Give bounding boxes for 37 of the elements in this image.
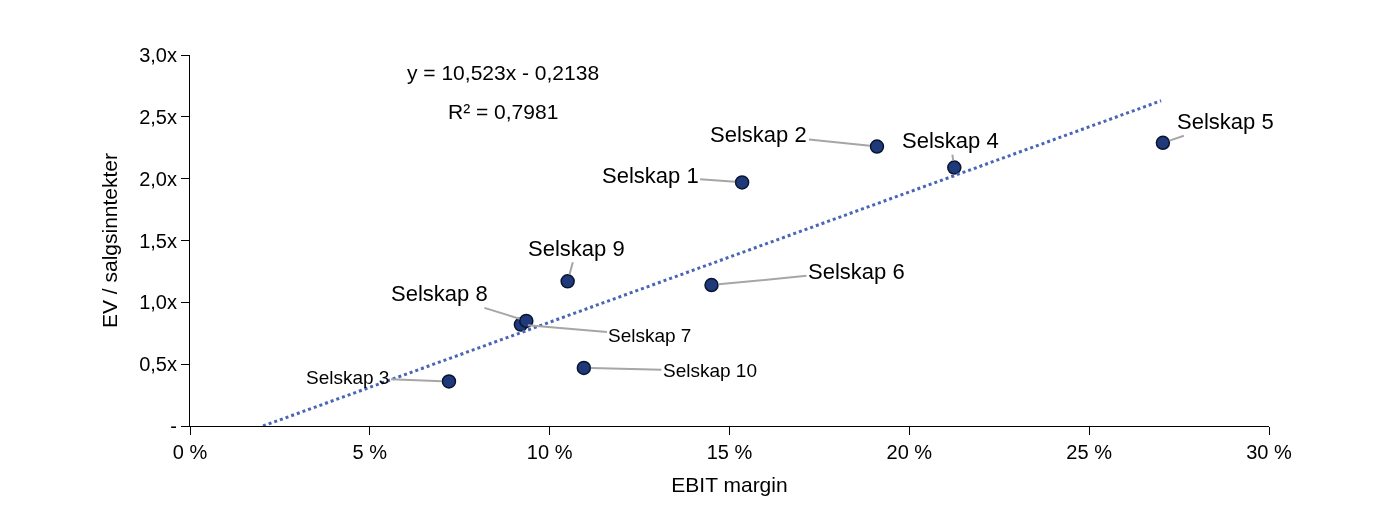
annotation: Selskap 5: [1177, 109, 1274, 134]
point: [947, 160, 962, 175]
annotation: R² = 0,7981: [448, 100, 559, 123]
annotation: Selskap 6: [808, 259, 905, 284]
point: [734, 175, 750, 190]
y-tick-label: 2,0x: [139, 167, 177, 190]
point: [576, 360, 592, 376]
x-tick-label: 25 %: [1066, 441, 1113, 463]
annotation: Selskap 1: [602, 163, 699, 188]
y-tick-label: 3,0x: [139, 44, 177, 66]
point: [441, 374, 457, 389]
y-tick-label: 1,5x: [139, 229, 177, 252]
y-tick-label: 1,0x: [139, 291, 177, 314]
annotation: Selskap 8: [391, 281, 488, 306]
point: [704, 277, 719, 293]
x-tick-label: 15 %: [706, 441, 753, 463]
x-tick-label: 5 %: [352, 441, 388, 463]
annotation: Selskap 10: [663, 360, 758, 381]
x-tick-label: 20 %: [886, 441, 933, 463]
y-tick-label: 2,5x: [139, 105, 177, 128]
annotation: Selskap 4: [902, 128, 999, 153]
x-tick-label: 0 %: [172, 441, 208, 463]
point: [869, 139, 885, 154]
x-axis-title: EBIT margin: [671, 473, 788, 497]
annotation: Selskap 9: [528, 236, 625, 261]
y-axis-title: EV / salgsinntekter: [98, 152, 122, 329]
x-tick-label: 30 %: [1246, 441, 1293, 463]
point: [1155, 135, 1171, 151]
point: [519, 313, 534, 329]
y-tick-label: 0,5x: [139, 353, 177, 376]
annotation: y = 10,523x - 0,2138: [407, 61, 600, 84]
annotation: Selskap 7: [608, 325, 692, 346]
annotation: Selskap 3: [306, 367, 390, 388]
point: [560, 274, 575, 289]
x-tick-label: 10 %: [526, 441, 573, 463]
y-tick-label: -: [170, 415, 177, 437]
annotation: Selskap 2: [710, 122, 807, 147]
